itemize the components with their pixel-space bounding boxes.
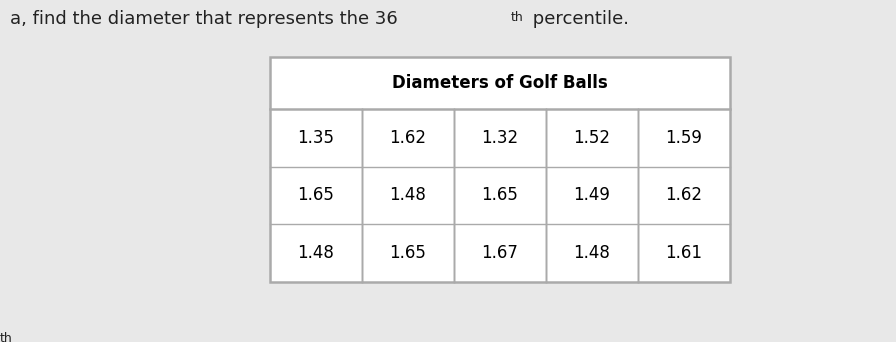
- Text: th: th: [0, 332, 13, 342]
- Text: a, find the diameter that represents the 36: a, find the diameter that represents the…: [10, 10, 398, 28]
- Text: 1.65: 1.65: [297, 186, 334, 205]
- Bar: [270, 57, 730, 282]
- Text: 1.48: 1.48: [297, 244, 334, 262]
- Text: Diameters of Golf Balls: Diameters of Golf Balls: [392, 74, 607, 92]
- Text: 1.32: 1.32: [481, 129, 519, 147]
- Text: 1.67: 1.67: [481, 244, 519, 262]
- Text: 1.35: 1.35: [297, 129, 334, 147]
- Text: 1.65: 1.65: [481, 186, 519, 205]
- Text: 1.48: 1.48: [390, 186, 426, 205]
- Text: th: th: [511, 11, 523, 24]
- Text: 1.48: 1.48: [573, 244, 610, 262]
- Text: 1.65: 1.65: [390, 244, 426, 262]
- Text: 1.62: 1.62: [390, 129, 426, 147]
- Text: 1.49: 1.49: [573, 186, 610, 205]
- Text: 1.52: 1.52: [573, 129, 610, 147]
- Bar: [270, 57, 730, 282]
- Text: 1.61: 1.61: [666, 244, 702, 262]
- Text: 1.59: 1.59: [666, 129, 702, 147]
- Text: percentile.: percentile.: [527, 10, 629, 28]
- Text: 1.62: 1.62: [666, 186, 702, 205]
